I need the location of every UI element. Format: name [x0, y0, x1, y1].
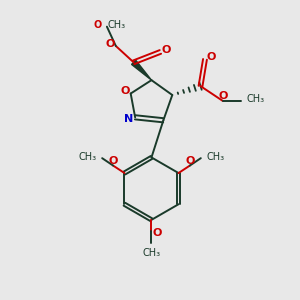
Text: O: O [93, 20, 102, 30]
Text: O: O [121, 86, 130, 96]
Text: O: O [106, 40, 115, 50]
Text: O: O [218, 91, 227, 100]
Text: O: O [206, 52, 216, 62]
Text: O: O [109, 156, 118, 166]
Text: O: O [185, 156, 194, 166]
Polygon shape [132, 60, 152, 80]
Text: CH₃: CH₃ [206, 152, 224, 162]
Text: N: N [124, 114, 133, 124]
Text: CH₃: CH₃ [142, 248, 160, 258]
Text: O: O [152, 228, 161, 238]
Text: CH₃: CH₃ [107, 20, 126, 30]
Text: CH₃: CH₃ [246, 94, 264, 104]
Text: O: O [161, 44, 170, 55]
Text: CH₃: CH₃ [79, 152, 97, 162]
